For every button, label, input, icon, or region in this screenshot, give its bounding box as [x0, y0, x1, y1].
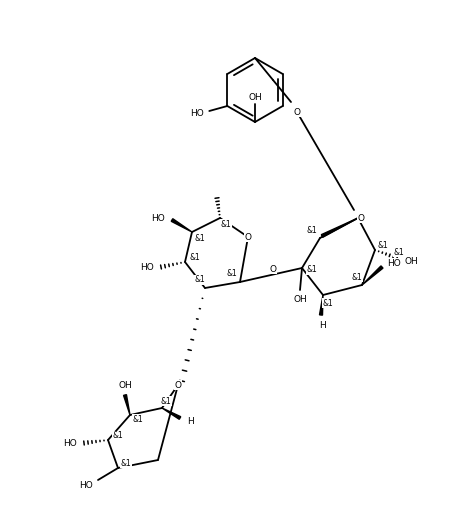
Text: OH: OH: [404, 258, 418, 267]
Text: HO: HO: [79, 482, 93, 491]
Polygon shape: [362, 266, 383, 285]
Text: HO: HO: [387, 259, 401, 268]
Text: &1: &1: [113, 432, 123, 440]
Text: O: O: [245, 233, 251, 241]
Text: OH: OH: [118, 381, 132, 389]
Polygon shape: [321, 218, 358, 237]
Text: &1: &1: [121, 459, 132, 467]
Text: OH: OH: [293, 296, 307, 304]
Text: &1: &1: [194, 275, 205, 285]
Text: &1: &1: [161, 397, 172, 406]
Polygon shape: [162, 408, 181, 419]
Text: HO: HO: [140, 263, 154, 271]
Text: &1: &1: [378, 240, 388, 249]
Text: O: O: [175, 381, 181, 389]
Text: HO: HO: [151, 213, 165, 222]
Text: O: O: [269, 265, 277, 273]
Polygon shape: [171, 219, 192, 232]
Text: OH: OH: [248, 93, 262, 101]
Text: H: H: [187, 416, 194, 426]
Text: HO: HO: [190, 108, 204, 118]
Text: &1: &1: [227, 269, 238, 278]
Text: &1: &1: [307, 266, 317, 274]
Polygon shape: [123, 394, 130, 415]
Text: HO: HO: [63, 438, 77, 447]
Text: &1: &1: [394, 247, 405, 257]
Text: &1: &1: [307, 225, 317, 235]
Text: O: O: [357, 213, 365, 222]
Text: &1: &1: [220, 219, 231, 229]
Text: &1: &1: [323, 298, 333, 307]
Text: &1: &1: [189, 252, 200, 262]
Text: &1: &1: [352, 272, 362, 281]
Text: H: H: [320, 321, 326, 329]
Text: &1: &1: [194, 234, 205, 242]
Text: &1: &1: [132, 414, 143, 423]
Text: O: O: [294, 107, 300, 117]
Polygon shape: [320, 295, 323, 315]
